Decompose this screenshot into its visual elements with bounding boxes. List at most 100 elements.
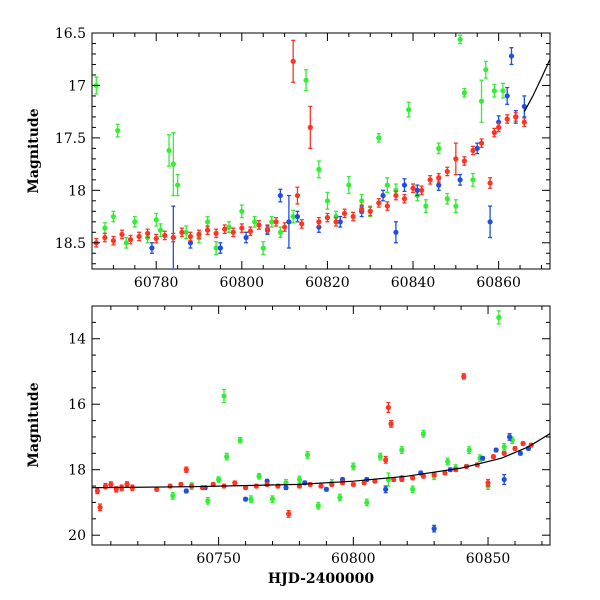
bottom-data-point	[506, 434, 513, 440]
bottom-data-point	[178, 481, 184, 488]
top-data-point	[500, 88, 506, 94]
top-data-point	[457, 36, 463, 42]
bottom-data-point	[480, 455, 486, 461]
bottom-data-point	[221, 393, 227, 399]
top-data-point	[307, 124, 313, 130]
bottom-data-point	[97, 504, 103, 510]
top-data-point	[277, 192, 283, 199]
top-data-point	[453, 156, 459, 162]
bottom-data-point	[269, 496, 276, 502]
top-data-point	[303, 77, 309, 83]
top-data-point	[157, 227, 164, 233]
bottom-data-point	[124, 481, 130, 488]
top-data-point	[401, 196, 408, 202]
top-data-point	[436, 175, 442, 181]
top-data-point	[418, 187, 425, 193]
top-data-point	[226, 224, 232, 230]
top-y-axis-label: Magnitude	[26, 108, 42, 193]
top-data-point	[376, 200, 382, 206]
top-data-point	[187, 233, 194, 240]
top-data-point	[273, 219, 279, 225]
bottom-data-point	[286, 511, 292, 517]
top-data-point	[324, 198, 331, 204]
top-data-point	[256, 222, 262, 228]
top-data-point	[453, 203, 459, 209]
top-data-point	[264, 226, 271, 232]
top-data-point	[269, 219, 275, 225]
bottom-x-tick-label: 60800	[331, 551, 376, 567]
top-data-point	[213, 245, 219, 251]
top-data-point	[376, 135, 382, 141]
top-data-point	[478, 98, 485, 104]
top-data-point	[110, 238, 117, 244]
top-series-1	[149, 47, 527, 269]
top-data-point	[384, 182, 390, 188]
bottom-data-point	[361, 480, 367, 486]
bottom-y-tick-label: 18	[68, 463, 86, 479]
top-data-point	[487, 219, 493, 225]
top-data-point	[337, 219, 343, 225]
top-data-point	[436, 145, 442, 151]
top-data-point	[136, 233, 142, 240]
bottom-data-point	[248, 496, 254, 502]
bottom-plot-frame	[91, 305, 551, 546]
bottom-data-point	[445, 458, 451, 465]
top-data-point	[521, 103, 527, 110]
top-data-point	[239, 208, 245, 214]
top-data-point	[521, 119, 527, 125]
top-x-tick-label: 60780	[134, 275, 179, 291]
top-data-point	[470, 147, 476, 154]
bottom-data-point	[189, 483, 195, 489]
bottom-data-point	[490, 454, 497, 460]
bottom-data-point	[383, 486, 389, 492]
bottom-data-point	[461, 373, 467, 379]
bottom-data-point	[170, 493, 176, 499]
top-data-point	[333, 219, 339, 225]
top-data-point	[324, 215, 331, 221]
bottom-data-point	[410, 486, 416, 492]
top-data-point	[187, 240, 194, 246]
bottom-data-point	[205, 498, 211, 504]
top-data-point	[461, 90, 467, 96]
bottom-y-tick-label: 20	[68, 528, 86, 544]
top-y-tick-label: 17.5	[55, 131, 86, 147]
bottom-data-point	[323, 486, 329, 492]
bottom-data-point	[304, 452, 311, 458]
top-plot-frame	[91, 32, 551, 270]
top-data-point	[346, 182, 352, 188]
top-x-tick-label: 60840	[391, 275, 436, 291]
bottom-series-2	[94, 373, 534, 518]
bottom-panel: 60750 60800 60850 14 16 18 20 Magnitude HJD-24…	[26, 305, 551, 587]
top-data-point	[401, 182, 408, 188]
top-data-point	[359, 198, 365, 204]
bottom-data-point	[94, 488, 100, 494]
bottom-data-point	[517, 450, 523, 456]
top-data-point	[410, 185, 416, 191]
bottom-data-point	[256, 473, 262, 479]
top-y-tick-label: 18.5	[55, 236, 86, 252]
top-data-point	[166, 147, 172, 154]
bottom-data-point	[242, 496, 249, 502]
top-data-point	[483, 67, 489, 73]
top-series-0	[93, 34, 506, 255]
top-data-point	[350, 213, 356, 220]
top-data-point	[478, 140, 485, 146]
top-data-point	[204, 227, 211, 233]
top-data-point	[183, 229, 189, 235]
top-data-point	[436, 182, 442, 188]
bottom-y-tick-label: 14	[68, 332, 86, 348]
top-data-point	[491, 130, 497, 136]
bottom-data-point	[512, 445, 518, 452]
bottom-data-point	[350, 463, 356, 470]
top-data-point	[504, 116, 510, 122]
bottom-data-point	[350, 481, 356, 488]
bottom-data-point	[232, 480, 238, 486]
top-x-tick-label: 60820	[305, 275, 350, 291]
top-data-point	[179, 229, 185, 235]
top-data-point	[290, 213, 296, 220]
top-x-tick-label: 60860	[476, 275, 521, 291]
bottom-data-point	[501, 476, 507, 483]
bottom-y-axis-label: Magnitude	[26, 382, 42, 467]
bottom-data-point	[391, 476, 397, 483]
bottom-data-point	[501, 450, 507, 456]
